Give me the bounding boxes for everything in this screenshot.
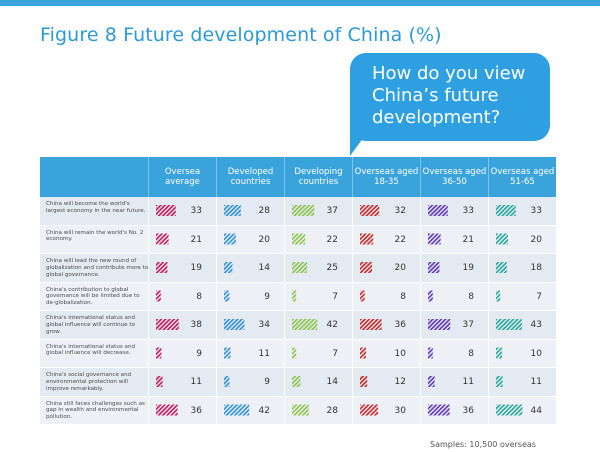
value-label: 14: [258, 263, 270, 273]
value-label: 7: [332, 348, 338, 359]
value-label: 21: [190, 234, 202, 245]
value-label: 10: [394, 348, 406, 359]
row-label: China will remain the world's No. 2 econ…: [46, 229, 144, 243]
column-divider: [352, 197, 353, 425]
value-label: 7: [332, 291, 338, 302]
value-label: 33: [462, 206, 474, 216]
row-label: China still faces challenges such as gap…: [46, 400, 145, 421]
table-row: [40, 339, 556, 367]
value-label: 30: [394, 405, 406, 416]
top-accent-bar: [0, 0, 600, 6]
value-label: 42: [258, 405, 270, 416]
value-label: 8: [468, 291, 474, 302]
value-label: 43: [530, 320, 542, 330]
value-label: 33: [530, 206, 542, 216]
value-label: 37: [462, 320, 474, 330]
column-header: Overseas aged 51-65: [488, 157, 556, 197]
value-label: 34: [258, 320, 270, 330]
value-label: 8: [400, 291, 406, 302]
value-label: 20: [530, 234, 542, 245]
column-header: Overseas aged 36-50: [420, 157, 488, 197]
row-label: China will become the world's largest ec…: [46, 201, 146, 214]
value-label: 7: [536, 291, 542, 302]
column-divider: [148, 197, 149, 425]
row-label: China's international status and global …: [46, 315, 136, 335]
question-bubble: [350, 53, 550, 141]
figure-title: Figure 8 Future development of China (%): [40, 24, 442, 46]
value-label: 21: [462, 234, 474, 245]
value-label: 28: [258, 206, 270, 216]
column-header: Overseas aged 18-35: [352, 157, 420, 197]
value-label: 28: [326, 405, 338, 416]
question-bubble-text: How do you view China’s future developme…: [372, 63, 526, 128]
row-label: China's international status and global …: [46, 343, 136, 357]
column-divider: [556, 197, 557, 425]
table-header: [40, 157, 556, 197]
column-divider: [284, 197, 285, 425]
question-bubble-tail: [350, 126, 372, 156]
value-label: 19: [462, 263, 474, 273]
value-label: 11: [462, 377, 474, 387]
column-header: Developing countries: [284, 157, 352, 197]
value-label: 22: [394, 234, 406, 245]
row-label: China's contribution to global governanc…: [46, 286, 140, 307]
value-label: 36: [394, 320, 406, 330]
value-label: 19: [190, 263, 202, 273]
table-row: [40, 282, 556, 310]
value-label: 22: [326, 234, 338, 245]
value-label: 20: [258, 234, 270, 245]
value-label: 36: [190, 405, 202, 416]
value-label: 11: [190, 377, 202, 387]
value-label: 32: [394, 206, 406, 216]
row-label: China will lead the new round of globali…: [46, 258, 149, 278]
column-header: Oversea average: [148, 157, 216, 197]
value-label: 37: [326, 206, 338, 216]
value-label: 33: [190, 206, 202, 216]
value-label: 9: [264, 291, 270, 302]
value-label: 11: [530, 377, 542, 387]
samples-note: Samples: 10,500 overseas: [430, 440, 536, 449]
value-label: 11: [258, 348, 270, 359]
value-label: 9: [196, 348, 202, 359]
column-divider: [216, 197, 217, 425]
value-label: 14: [326, 377, 338, 387]
value-label: 20: [394, 263, 406, 273]
value-label: 38: [190, 320, 202, 330]
value-label: 8: [468, 348, 474, 359]
column-divider: [420, 197, 421, 425]
value-label: 42: [326, 320, 338, 330]
column-header: Developed countries: [216, 157, 284, 197]
value-label: 18: [530, 263, 542, 273]
value-label: 10: [530, 348, 542, 359]
value-label: 44: [530, 405, 542, 416]
value-label: 25: [326, 263, 338, 273]
value-label: 36: [462, 405, 474, 416]
column-divider: [488, 197, 489, 425]
value-label: 12: [394, 377, 406, 387]
value-label: 9: [264, 377, 270, 387]
row-label: China's social governance and environmen…: [46, 372, 132, 392]
value-label: 8: [196, 291, 202, 302]
